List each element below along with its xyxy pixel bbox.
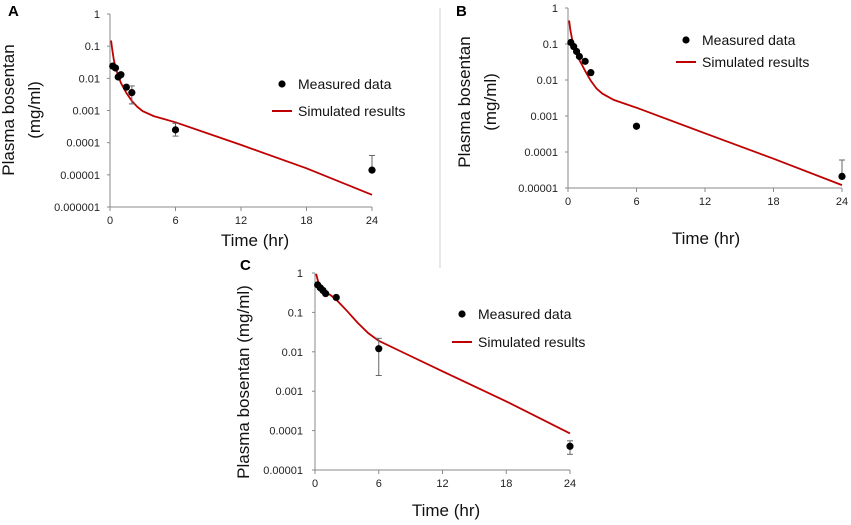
x-tick-label: 24 [836, 196, 848, 208]
y-tick-label: 0.0001 [269, 426, 303, 438]
measured-data-point [128, 89, 136, 97]
y-axis-title: Plasma bosentan (mg/ml) [234, 285, 253, 479]
measured-data-point [111, 64, 120, 72]
x-tick-label: 12 [436, 478, 448, 490]
measured-data-point [575, 52, 584, 61]
y-axis-title-line2: (mg/ml) [481, 73, 500, 131]
x-tick-label: 6 [172, 215, 178, 227]
x-tick-label: 18 [767, 196, 779, 208]
y-tick-label: 0.001 [72, 106, 100, 118]
measured-data-point [566, 442, 574, 450]
measured-data-point [171, 126, 180, 134]
measured-data-point [587, 69, 595, 77]
y-tick-label: 0.1 [543, 39, 558, 51]
x-axis-title: Time (hr) [221, 231, 289, 250]
x-tick-label: 18 [300, 215, 312, 227]
y-tick-label: 0.01 [79, 73, 100, 85]
y-tick-label: 0.001 [275, 386, 303, 398]
legend-measured-label: Measured data [478, 306, 572, 322]
y-tick-label: 0.01 [282, 347, 303, 359]
x-tick-label: 0 [565, 196, 571, 208]
measured-data-point [122, 83, 130, 91]
y-tick-label: 1 [297, 268, 303, 280]
measured-data-point [375, 345, 383, 353]
x-tick-label: 24 [366, 215, 378, 227]
y-tick-label: 0.1 [288, 307, 303, 319]
legend-measured-marker [458, 310, 466, 318]
y-tick-label: 0.01 [537, 75, 558, 87]
x-tick-label: 18 [500, 478, 512, 490]
y-axis-title-line1: Plasma bosentan [455, 36, 474, 167]
x-tick-label: 0 [312, 478, 318, 490]
measured-data-point [632, 122, 641, 130]
y-tick-label: 0.00001 [60, 170, 100, 182]
panel-letter-c: C [240, 257, 251, 274]
x-tick-label: 12 [235, 215, 247, 227]
x-tick-label: 6 [633, 196, 639, 208]
x-tick-label: 0 [107, 215, 113, 227]
y-axis-title-line2: (mg/ml) [25, 81, 44, 139]
y-tick-label: 0.0001 [524, 147, 558, 159]
panel-letter-b: B [456, 3, 467, 20]
y-tick-label: 0.001 [530, 111, 558, 123]
legend-simulated-label: Simulated results [702, 54, 809, 70]
measured-data-point [581, 57, 589, 65]
measured-data-point [368, 166, 376, 174]
chart-panel-a: A 1 0.1 0.01 0.001 0.0001 0.00001 0.000001 0 6 12 1… [0, 3, 405, 250]
legend-simulated-label: Simulated results [478, 334, 585, 350]
y-axis-title-line1: Plasma bosentan [0, 44, 18, 175]
measured-data-point [117, 71, 125, 79]
measured-data-point [332, 293, 340, 302]
x-tick-label: 24 [564, 478, 576, 490]
chart-panel-c: C 1 0.1 0.01 0.001 0.0001 0.00001 0 6 12 18 24 Time … [234, 257, 585, 520]
x-axis-title: Time (hr) [672, 229, 740, 248]
y-tick-label: 0.000001 [54, 202, 100, 214]
chart-panel-b: B 1 0.1 0.01 0.001 0.0001 0.00001 0 6 12 18 24 Time … [455, 3, 848, 248]
legend-measured-label: Measured data [702, 32, 796, 48]
y-tick-label: 1 [94, 9, 100, 21]
y-tick-label: 0.0001 [66, 138, 100, 150]
x-tick-label: 6 [376, 478, 382, 490]
legend-measured-marker [682, 36, 690, 44]
legend-measured-label: Measured data [298, 76, 392, 92]
measured-data-point [322, 290, 330, 298]
y-tick-label: 0.00001 [518, 183, 558, 195]
simulated-results-line [315, 273, 571, 435]
y-tick-label: 0.1 [85, 41, 100, 53]
y-tick-label: 0.00001 [263, 465, 303, 477]
measured-data-point [838, 172, 846, 181]
y-tick-label: 1 [552, 3, 558, 15]
legend-measured-marker [278, 80, 286, 88]
x-axis-title: Time (hr) [412, 501, 480, 520]
x-tick-label: 12 [699, 196, 711, 208]
legend-simulated-label: Simulated results [298, 103, 405, 119]
panel-letter-a: A [8, 3, 19, 20]
